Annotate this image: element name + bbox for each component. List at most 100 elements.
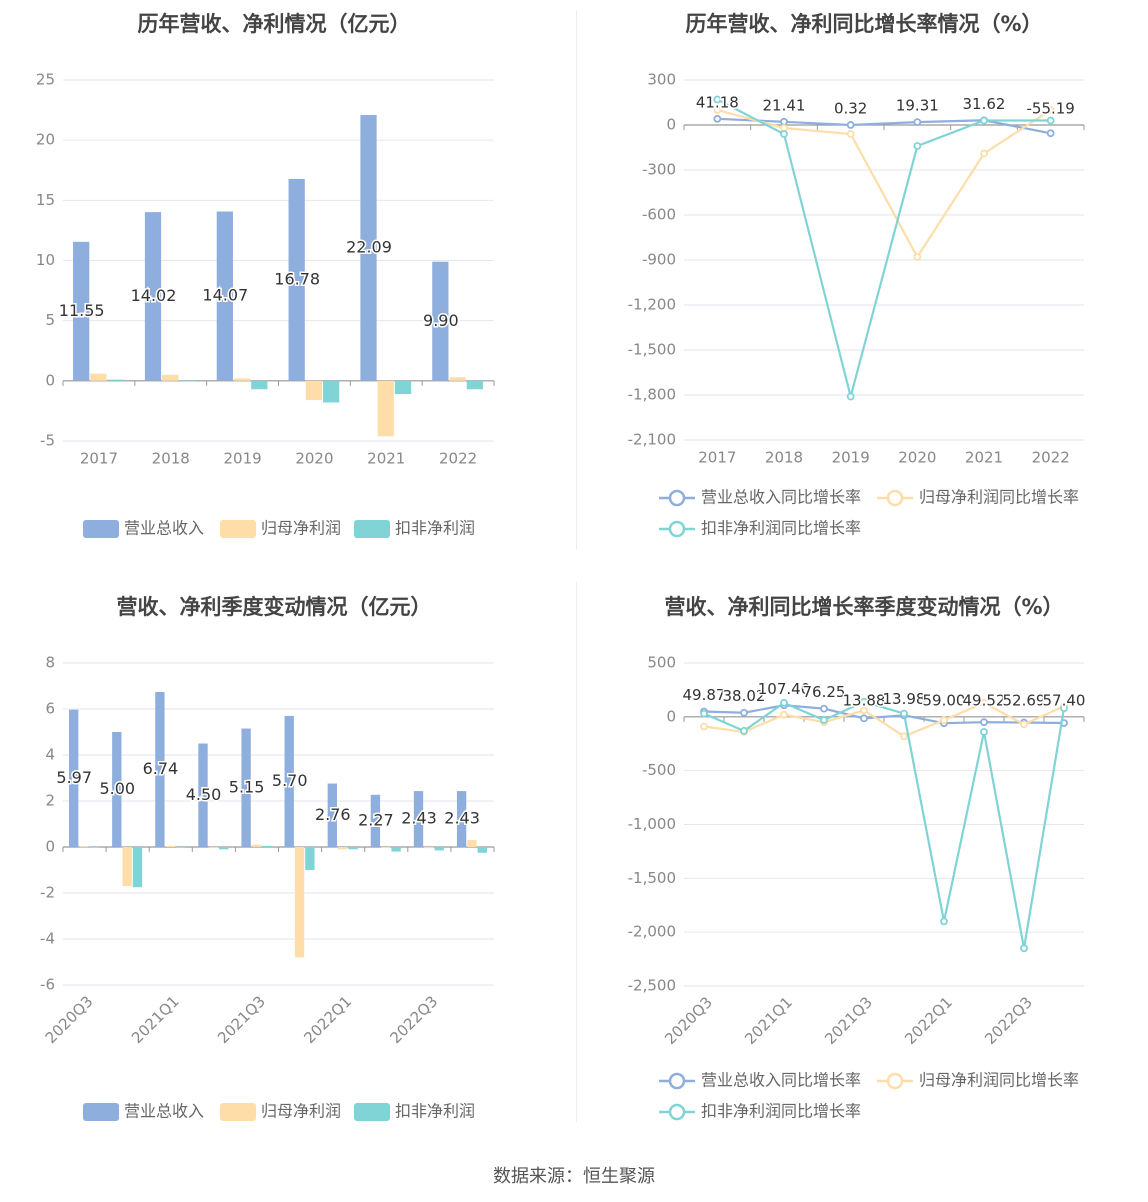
x-tick-label: 2021 [367,450,405,468]
series-point [980,116,988,125]
y-tick-label: 6 [45,700,55,718]
data-label: 21.41 [763,96,806,114]
data-label: 9.90 [423,311,459,330]
y-tick-label: -900 [642,251,676,269]
series-point [740,726,748,735]
data-label: 16.78 [274,269,320,288]
bar-deducted-profit [348,847,358,850]
legend-swatch [220,1103,256,1121]
legend-label: 营业总收入 [124,519,204,538]
data-label: 14.07 [202,286,248,305]
bar-revenue [327,783,337,847]
legend-label: 扣非净利润 [395,1102,475,1121]
bar-revenue [69,709,79,847]
legend-swatch [83,1103,119,1121]
panel-divider-bottom [576,582,577,1122]
x-tick-label: 2021Q3 [214,992,269,1047]
y-tick-label: -6 [40,976,55,994]
bar-deducted-profit [477,847,487,853]
x-tick-label: 2017 [698,449,736,467]
bar-deducted-profit [132,847,143,888]
y-tick-label: 20 [36,131,55,149]
data-label: 5.00 [99,779,135,798]
bar-revenue [370,794,381,847]
bar-deducted-profit [107,379,124,381]
bar-deducted-profit [179,380,196,382]
quarterly-growth-chart: 营收、净利同比增长率季度变动情况（%） 500 0 -500 -1,000 -1,500 -… [628,595,1087,1121]
data-label: 107.40 [758,680,811,698]
bar-deducted-profit [466,380,483,390]
bar-revenue [241,728,251,847]
y-tick-label: -1,800 [628,386,676,404]
series-point [860,706,868,715]
bar-net-profit [208,847,219,849]
bar-deducted-profit [219,847,229,850]
y-tick-label: 0 [45,838,55,856]
annual-growth-chart: 历年营收、净利同比增长率情况（%） 300 0 -300 -600 -900 -1,200 -… [628,12,1085,538]
chart-title: 营收、净利同比增长率季度变动情况（%） [664,595,1063,619]
data-label: 57.40 [1043,691,1086,709]
legend-label: 营业总收入同比增长率 [701,1071,861,1090]
data-label: 14.02 [131,286,177,305]
bar-revenue [413,791,424,847]
bar-net-profit [467,840,477,847]
data-source-note: 数据来源：恒生聚源 [493,1166,655,1187]
x-tick-label: 2022Q3 [387,992,442,1047]
bar-deducted-profit [89,847,100,848]
y-tick-label: -2,100 [628,431,676,449]
x-tick-label: 2021Q1 [128,992,183,1047]
y-tick-label: 500 [647,654,676,672]
series-point [940,917,948,926]
series-point [913,253,922,261]
bar-net-profit [79,846,89,848]
data-label: 49.52 [963,691,1006,709]
legend-swatch [354,1103,390,1121]
bar-deducted-profit [175,847,186,848]
series-point [713,114,722,123]
y-tick-label: -600 [642,206,676,224]
bar-net-profit [90,373,107,381]
bar-net-profit [165,845,175,847]
series-point [1046,129,1055,138]
bar-deducted-profit [262,845,272,847]
series-point [860,697,868,706]
series-point [846,130,855,138]
bar-net-profit [162,374,179,381]
legend-marker [886,1072,904,1090]
series-point [780,710,788,719]
legend-swatch [83,520,119,538]
legend-swatch [220,520,256,538]
y-tick-label: 8 [45,654,55,672]
data-label: 6.74 [143,759,179,778]
data-label: 5.97 [56,768,92,787]
data-label: 2.27 [358,810,394,829]
series-point [700,709,708,718]
y-tick-label: 25 [36,71,55,89]
chart-panel-annual-amounts: 历年营收、净利情况（亿元） 25 20 15 10 5 0 -5 2017 2018 2019 202… [0,0,574,580]
data-label: 13.98 [883,690,926,708]
series-point [846,121,855,129]
data-label: 5.15 [229,777,265,796]
series-point [980,698,988,707]
x-tick-label: 2018 [152,450,190,468]
bar-revenue [144,212,162,381]
series-point [780,117,788,126]
x-tick-label: 2020Q3 [661,993,716,1048]
legend-label: 归母净利润 [261,519,341,538]
bar-revenue [73,241,90,381]
bar-net-profit [337,847,348,850]
legend-label: 归母净利润 [261,1102,341,1121]
bar-revenue [216,211,233,381]
y-tick-label: 4 [45,746,55,764]
bar-revenue [155,691,165,847]
y-tick-label: 10 [36,251,55,269]
data-label: -55.19 [1026,100,1074,118]
chart-title: 营收、净利季度变动情况（亿元） [117,595,432,619]
data-label: 13.88 [843,691,886,709]
y-tick-label: 0 [666,116,676,134]
bar-net-profit [305,380,323,401]
bar-revenue [284,715,294,847]
series-point [1046,106,1055,114]
legend-swatch [354,520,390,538]
